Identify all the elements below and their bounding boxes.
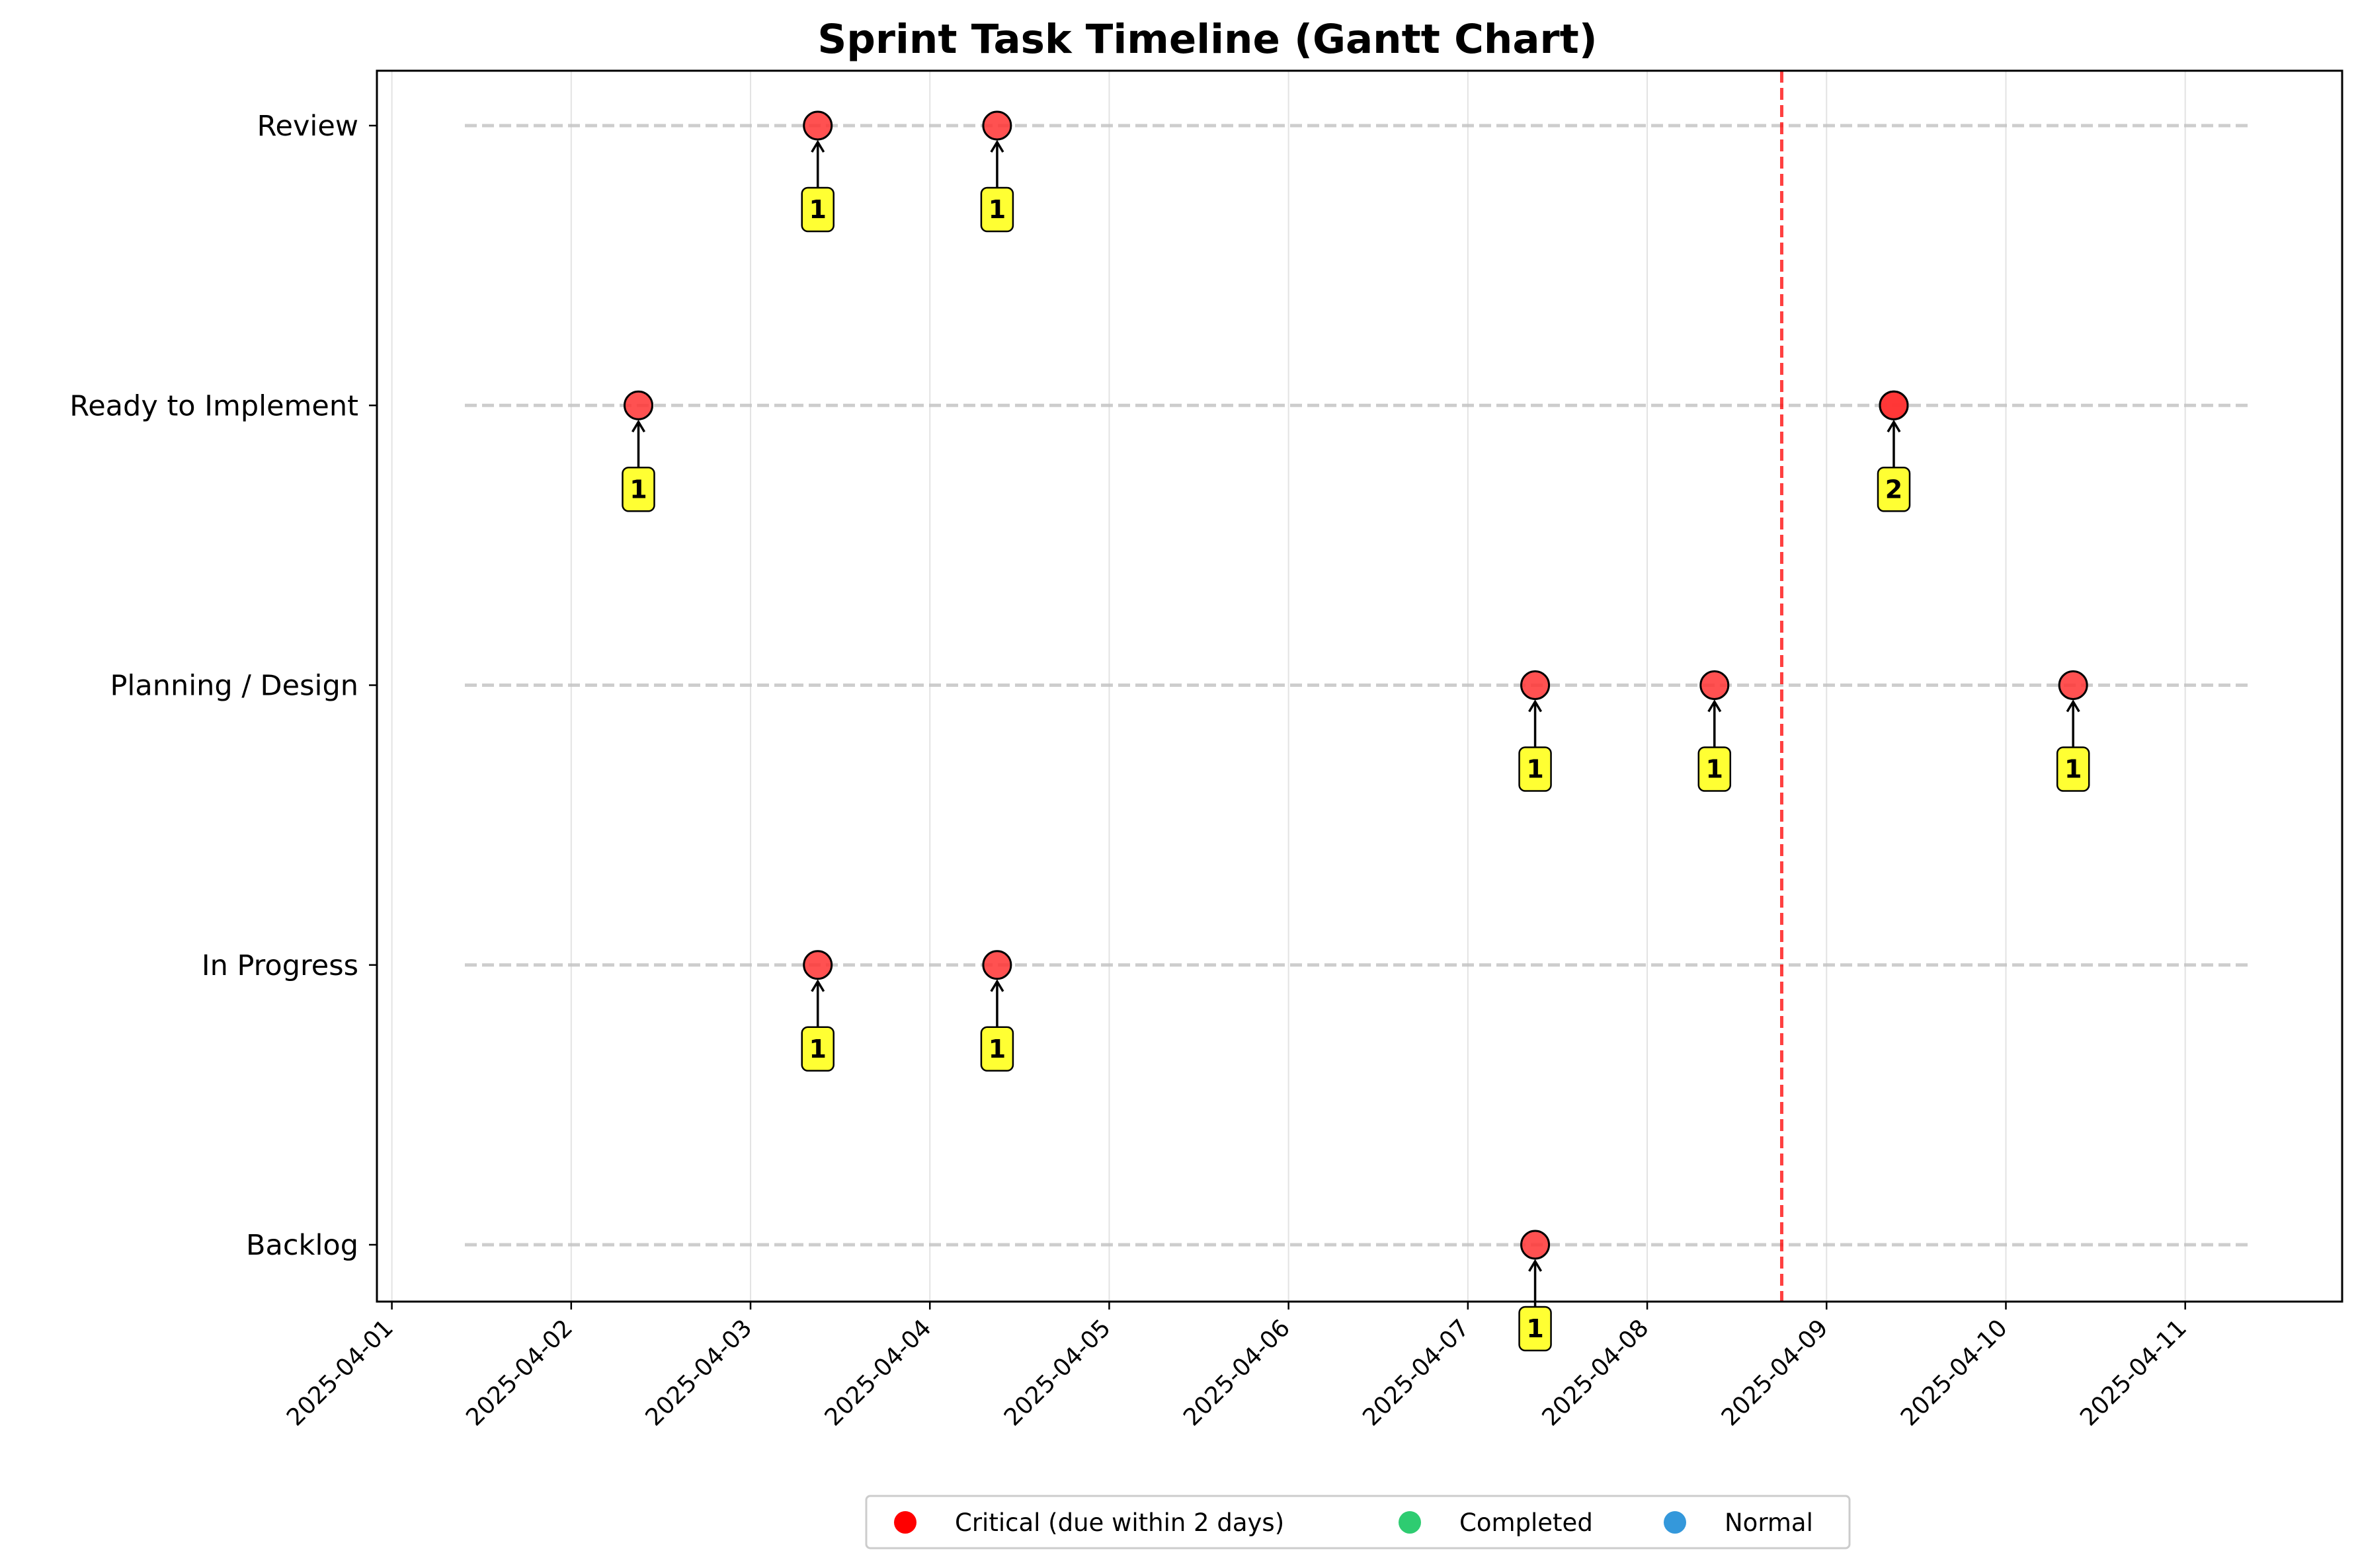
x-tick-label: 2025-04-09 xyxy=(1717,1314,1834,1431)
count-label: 1 xyxy=(809,195,826,224)
legend-label: Critical (due within 2 days) xyxy=(955,1509,1284,1537)
count-badge xyxy=(980,1026,1014,1072)
count-badge xyxy=(980,186,1014,233)
count-badge xyxy=(2056,746,2090,792)
legend-frame xyxy=(865,1495,1851,1549)
count-label: 1 xyxy=(2064,755,2082,784)
plot-frame xyxy=(376,69,2343,1303)
legend-marker xyxy=(894,1511,916,1534)
task-points xyxy=(624,110,2088,1260)
count-label: 1 xyxy=(1706,755,1723,784)
legend-label: Normal xyxy=(1725,1509,1813,1537)
annotation-arrow-head xyxy=(990,979,1004,992)
annotation-arrow-head xyxy=(811,979,825,992)
task-point xyxy=(982,950,1012,980)
task-point xyxy=(1699,670,1730,700)
x-tick-label: 2025-04-11 xyxy=(2075,1314,2192,1431)
x-tick-label: 2025-04-02 xyxy=(461,1314,578,1431)
count-label: 1 xyxy=(630,475,647,504)
count-badge xyxy=(1697,746,1732,792)
count-label: 1 xyxy=(989,1035,1006,1064)
count-label: 2 xyxy=(1885,475,1902,504)
x-tick-label: 2025-04-05 xyxy=(999,1314,1116,1431)
annotation-arrow-head xyxy=(1707,699,1722,713)
task-point xyxy=(2058,670,2088,700)
legend-marker xyxy=(1399,1511,1421,1534)
y-tick-label: Review xyxy=(257,110,358,143)
y-tick-label: Backlog xyxy=(246,1229,358,1262)
annotation-arrow-head xyxy=(990,139,1004,153)
count-annotations: 1 1 1 2 1 1 1 1 1 1 xyxy=(622,139,2090,1352)
annotation-arrow-head xyxy=(1528,699,1543,713)
chart-title: Sprint Task Timeline (Gantt Chart) xyxy=(817,16,1597,63)
y-tick-label: Planning / Design xyxy=(110,670,358,703)
x-axis: 2025-04-01 2025-04-02 2025-04-03 2025-04-04… xyxy=(282,1302,2192,1431)
x-tick-label: 2025-04-01 xyxy=(282,1314,399,1431)
count-badge xyxy=(1518,746,1552,792)
x-tick-label: 2025-04-10 xyxy=(1896,1314,2013,1431)
y-tick-label: In Progress xyxy=(202,949,358,982)
count-badge xyxy=(1518,1306,1552,1352)
x-tick-label: 2025-04-07 xyxy=(1358,1314,1475,1431)
annotation-arrow-head xyxy=(2066,699,2080,713)
x-tick-label: 2025-04-04 xyxy=(820,1314,937,1431)
x-tick-label: 2025-04-08 xyxy=(1537,1314,1654,1431)
x-tick-label: 2025-04-06 xyxy=(1178,1314,1295,1431)
annotation-arrow-head xyxy=(1887,419,1901,433)
count-label: 1 xyxy=(1526,1314,1543,1343)
count-badge xyxy=(801,1026,834,1072)
task-point xyxy=(624,390,654,420)
annotation-arrow-head xyxy=(811,139,825,153)
task-point xyxy=(803,950,833,980)
count-label: 1 xyxy=(1526,755,1543,784)
count-label: 1 xyxy=(809,1035,826,1064)
task-point xyxy=(982,110,1012,141)
legend-marker xyxy=(1664,1511,1686,1534)
count-label: 1 xyxy=(989,195,1006,224)
count-badge xyxy=(1877,467,1911,512)
y-axis: Backlog In Progress Planning / Design Ready… xyxy=(69,110,377,1262)
task-point xyxy=(1879,390,1909,420)
legend: Critical (due within 2 days) Completed Nor… xyxy=(865,1495,1851,1549)
count-badge xyxy=(622,467,655,512)
count-badge xyxy=(801,186,834,233)
legend-label: Completed xyxy=(1459,1509,1593,1537)
task-point xyxy=(1520,670,1551,700)
annotation-arrow-head xyxy=(631,419,646,433)
task-point xyxy=(803,110,833,141)
row-guide-lines xyxy=(465,124,2252,1247)
task-point xyxy=(1520,1230,1551,1260)
annotation-arrow-head xyxy=(1528,1259,1543,1272)
y-tick-label: Ready to Implement xyxy=(69,389,358,422)
x-tick-label: 2025-04-03 xyxy=(640,1314,757,1431)
